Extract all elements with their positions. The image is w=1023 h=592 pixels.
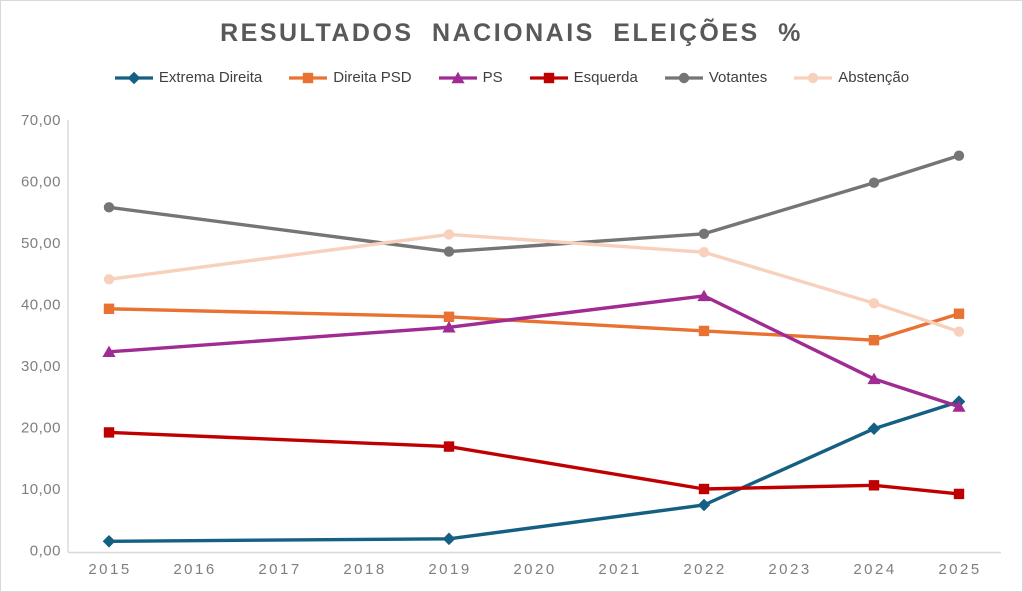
legend-swatch-marker xyxy=(808,72,819,83)
x-axis-tick-label: 2020 xyxy=(513,561,556,578)
data-point-marker xyxy=(102,345,116,358)
legend-item-ps: PS xyxy=(438,69,503,86)
series-line xyxy=(107,307,961,342)
data-point-marker xyxy=(953,488,965,500)
data-point-marker xyxy=(868,177,880,188)
legend-swatch-icon xyxy=(114,71,153,84)
legend-swatch-icon xyxy=(794,72,833,83)
legend-item-abstenção: Abstenção xyxy=(793,69,909,86)
series-line xyxy=(107,430,961,496)
y-axis-tick-label: 30,00 xyxy=(21,358,61,375)
legend-label: Direita PSD xyxy=(333,69,412,86)
legend-swatch-icon xyxy=(438,71,477,83)
data-point-marker xyxy=(698,325,710,337)
data-point-marker xyxy=(443,246,455,257)
series-line xyxy=(107,399,961,543)
series-abstenção xyxy=(103,229,965,337)
series-line xyxy=(107,153,961,254)
legend-swatch-marker xyxy=(127,71,141,84)
data-point-marker xyxy=(443,229,455,240)
series-direita-psd xyxy=(103,303,965,346)
axes xyxy=(67,120,1001,554)
data-point-marker xyxy=(868,480,880,491)
x-axis-tick-label: 2019 xyxy=(428,561,471,578)
data-point-marker xyxy=(867,422,881,436)
series-votantes xyxy=(103,150,965,257)
data-point-marker xyxy=(868,334,880,346)
data-point-marker xyxy=(868,298,880,309)
chart-title: RESULTADOS NACIONAIS ELEIÇÕES % xyxy=(220,19,803,47)
legend-swatch-marker xyxy=(303,72,314,83)
y-axis-tick-label: 60,00 xyxy=(21,174,61,191)
x-axis-tick-label: 2024 xyxy=(853,561,896,578)
x-axis-tick-label: 2016 xyxy=(173,561,216,578)
data-point-marker xyxy=(697,498,711,512)
data-point-marker xyxy=(442,532,456,546)
chart-legend: Extrema Direita Direita PSD PS Esquerda Vota… xyxy=(1,69,1022,86)
legend-item-esquerda: Esquerda xyxy=(529,69,638,86)
legend-swatch-icon xyxy=(664,72,703,83)
data-point-marker xyxy=(952,400,966,412)
legend-label: PS xyxy=(482,69,503,86)
data-point-marker xyxy=(443,311,455,322)
x-axis-tick-label: 2015 xyxy=(88,561,131,578)
data-point-marker xyxy=(698,228,710,239)
y-axis-tick-label: 0,00 xyxy=(30,543,61,560)
legend-label: Abstenção xyxy=(838,69,910,86)
y-axis-tick-label: 10,00 xyxy=(21,481,61,498)
data-point-marker xyxy=(103,303,115,315)
legend-swatch-marker xyxy=(543,72,554,83)
data-point-marker xyxy=(103,202,115,213)
data-point-marker xyxy=(102,534,116,548)
data-point-marker xyxy=(698,483,710,495)
legend-swatch-icon xyxy=(529,72,568,83)
x-axis-tick-label: 2017 xyxy=(258,561,301,578)
legend-item-extrema-direita: Extrema Direita xyxy=(114,69,262,86)
legend-swatch-marker xyxy=(450,71,465,83)
x-axis-tick-label: 2021 xyxy=(598,561,641,578)
y-axis-tick-label: 20,00 xyxy=(21,420,61,437)
legend-item-direita-psd: Direita PSD xyxy=(288,69,412,86)
y-axis-tick-label: 70,00 xyxy=(21,112,61,129)
data-point-marker xyxy=(953,150,965,161)
data-point-marker xyxy=(443,441,455,452)
legend-label: Esquerda xyxy=(573,69,638,86)
legend-swatch-marker xyxy=(678,72,690,83)
series-esquerda xyxy=(103,427,965,500)
legend-label: Votantes xyxy=(708,69,768,86)
x-axis-tick-label: 2022 xyxy=(683,561,726,578)
data-point-marker xyxy=(103,274,115,285)
data-point-marker xyxy=(103,427,115,438)
data-point-marker xyxy=(697,289,711,302)
data-point-marker xyxy=(953,326,965,337)
x-axis-tick-label: 2025 xyxy=(938,561,981,578)
data-point-marker xyxy=(867,372,881,385)
x-axis-tick-label: 2018 xyxy=(343,561,386,578)
series-extrema-direita xyxy=(102,395,966,548)
legend-label: Extrema Direita xyxy=(158,69,263,86)
series-ps xyxy=(102,289,966,412)
y-axis-tick-label: 40,00 xyxy=(21,297,61,314)
legend-swatch-icon xyxy=(289,72,328,83)
data-point-marker xyxy=(698,247,710,258)
y-axis-tick-label: 50,00 xyxy=(21,235,61,252)
x-axis-tick-label: 2023 xyxy=(768,561,811,578)
data-point-marker xyxy=(442,321,456,333)
data-point-marker xyxy=(953,308,965,319)
legend-item-votantes: Votantes xyxy=(664,69,767,86)
